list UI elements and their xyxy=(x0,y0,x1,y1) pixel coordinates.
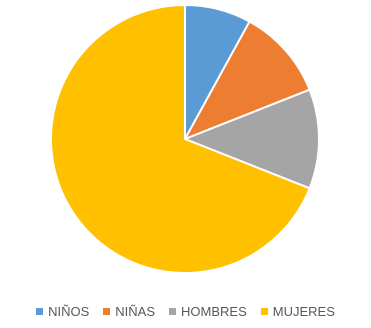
legend-label-ninos: NIÑOS xyxy=(48,303,90,319)
legend-label-ninas: NIÑAS xyxy=(115,303,156,319)
legend-swatch-ninos xyxy=(36,307,44,315)
legend-label-hombres: HOMBRES xyxy=(181,303,247,319)
legend: NIÑOS NIÑAS HOMBRES MUJERES xyxy=(0,300,371,322)
pie-chart xyxy=(50,4,320,274)
legend-swatch-ninas xyxy=(103,307,111,315)
pie-slice-mujeres xyxy=(50,4,311,274)
pie-slice-ninas xyxy=(184,20,311,140)
legend-label-mujeres: MUJERES xyxy=(272,303,335,319)
legend-item-ninos: NIÑOS xyxy=(36,304,89,319)
legend-item-ninas: NIÑAS xyxy=(103,304,155,319)
legend-item-hombres: HOMBRES xyxy=(169,304,247,319)
legend-swatch-hombres xyxy=(169,307,177,315)
legend-item-mujeres: MUJERES xyxy=(260,303,335,319)
legend-swatch-mujeres xyxy=(260,307,268,315)
pie-slice-hombres xyxy=(184,88,320,190)
